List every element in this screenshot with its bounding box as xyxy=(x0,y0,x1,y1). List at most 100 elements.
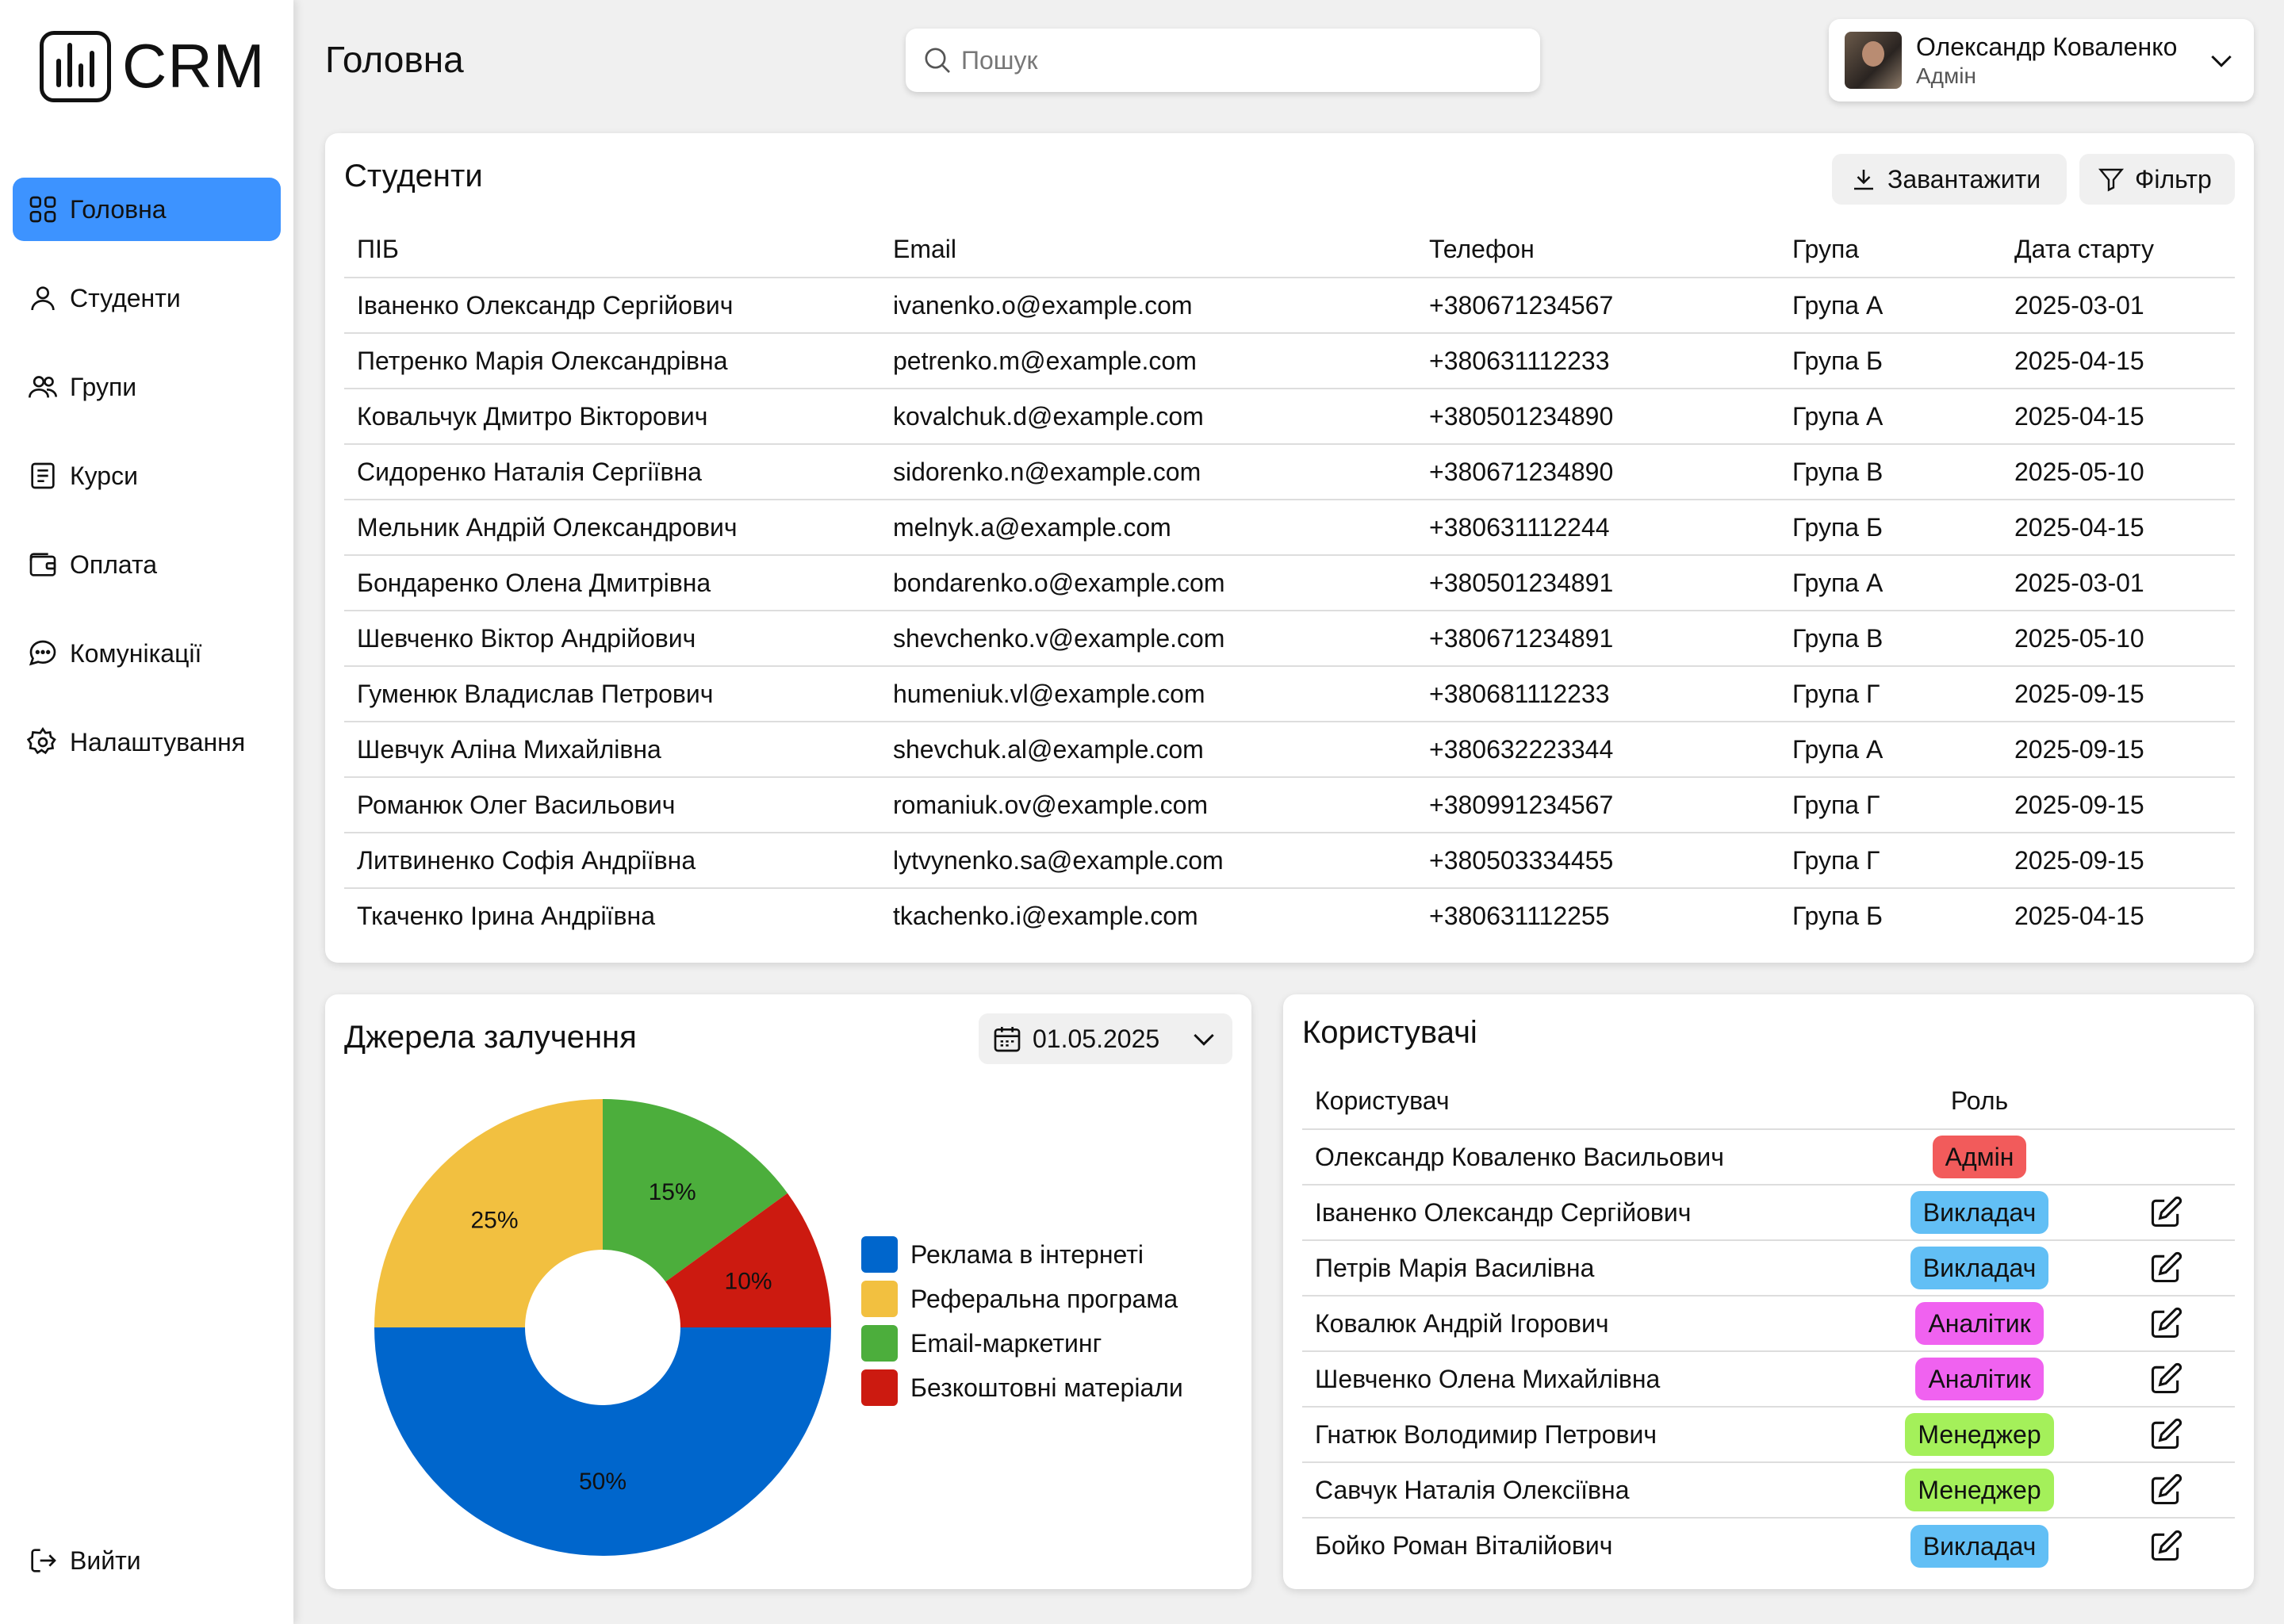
student-name: Бондаренко Олена Дмитрівна xyxy=(344,554,880,611)
user-actions-cell xyxy=(2097,1350,2235,1407)
table-row[interactable]: Мельник Андрій Олександрович melnyk.a@exa… xyxy=(344,499,2235,555)
table-row[interactable]: Петрів Марія Василівна Викладач xyxy=(1302,1239,2235,1296)
search-input[interactable] xyxy=(961,45,1516,75)
user-role-cell: Викладач xyxy=(1862,1517,2097,1573)
legend-label: Реклама в інтернеті xyxy=(910,1239,1144,1269)
column-header-user[interactable]: Користувач xyxy=(1315,1086,1450,1115)
student-phone: +380681112233 xyxy=(1416,665,1780,722)
column-header-actions xyxy=(2097,1074,2235,1129)
table-row[interactable]: Іваненко Олександр Сергійович ivanenko.o@… xyxy=(344,277,2235,333)
logout-button[interactable]: Вийти xyxy=(27,1545,141,1576)
sidebar: CRM Головна Студенти Групи Курси Оплата … xyxy=(0,0,293,1624)
download-icon xyxy=(1854,170,1873,190)
legend-swatch xyxy=(861,1281,898,1317)
legend-item: Email-маркетинг xyxy=(861,1321,1183,1365)
student-group: Група А xyxy=(1780,721,2002,777)
table-row[interactable]: Бондаренко Олена Дмитрівна bondarenko.o@e… xyxy=(344,554,2235,611)
edit-icon[interactable] xyxy=(2148,1306,2183,1341)
edit-icon[interactable] xyxy=(2148,1529,2183,1564)
sidebar-item-payment[interactable]: Оплата xyxy=(13,533,281,596)
user-name: Олександр Коваленко Васильович xyxy=(1302,1128,1862,1185)
sources-title: Джерела залучення xyxy=(344,1020,637,1055)
users-table: Користувач Роль Олександр Коваленко Васи… xyxy=(1302,1074,2235,1573)
user-actions-cell xyxy=(2097,1517,2235,1573)
student-name: Шевченко Віктор Андрійович xyxy=(344,610,880,666)
donut-hole xyxy=(525,1250,680,1405)
sidebar-item-courses[interactable]: Курси xyxy=(13,444,281,508)
student-email: tkachenko.i@example.com xyxy=(880,887,1416,944)
edit-icon[interactable] xyxy=(2148,1362,2183,1396)
table-row[interactable]: Ковальчук Дмитро Вікторович kovalchuk.d@e… xyxy=(344,388,2235,444)
student-name: Ковальчук Дмитро Вікторович xyxy=(344,388,880,444)
column-header-email[interactable]: Email xyxy=(893,235,957,263)
users-icon xyxy=(29,376,57,398)
table-row[interactable]: Шевчук Аліна Михайлівна shevchuk.al@examp… xyxy=(344,721,2235,777)
sidebar-item-students[interactable]: Студенти xyxy=(13,266,281,330)
edit-icon[interactable] xyxy=(2148,1417,2183,1452)
student-start-date: 2025-09-15 xyxy=(2002,832,2235,888)
column-header-group[interactable]: Група xyxy=(1792,235,1860,263)
table-row[interactable]: Гуменюк Владислав Петрович humeniuk.vl@ex… xyxy=(344,665,2235,722)
student-start-date: 2025-05-10 xyxy=(2002,610,2235,666)
table-row[interactable]: Петренко Марія Олександрівна petrenko.m@e… xyxy=(344,332,2235,389)
student-phone: +380503334455 xyxy=(1416,832,1780,888)
table-row[interactable]: Ковалюк Андрій Ігорович Аналітик xyxy=(1302,1295,2235,1351)
search-box[interactable] xyxy=(906,29,1540,92)
date-select[interactable]: 01.05.2025 xyxy=(979,1013,1232,1064)
student-email: ivanenko.o@example.com xyxy=(880,277,1416,333)
filter-icon xyxy=(2098,168,2125,192)
student-phone: +380671234890 xyxy=(1416,443,1780,500)
sidebar-item-home[interactable]: Головна xyxy=(13,178,281,241)
student-start-date: 2025-09-15 xyxy=(2002,776,2235,833)
table-row[interactable]: Литвиненко Софія Андріївна lytvynenko.sa@… xyxy=(344,832,2235,888)
edit-icon[interactable] xyxy=(2148,1251,2183,1285)
user-actions-cell xyxy=(2097,1239,2235,1296)
student-name: Литвиненко Софія Андріївна xyxy=(344,832,880,888)
sidebar-item-label: Комунікації xyxy=(70,638,202,668)
student-name: Сидоренко Наталія Сергіївна xyxy=(344,443,880,500)
legend-label: Безкоштовні матеріали xyxy=(910,1373,1183,1402)
edit-icon[interactable] xyxy=(2148,1473,2183,1507)
table-row[interactable]: Бойко Роман Віталійович Викладач xyxy=(1302,1517,2235,1573)
table-row[interactable]: Шевченко Олена Михайлівна Аналітик xyxy=(1302,1350,2235,1407)
chevron-down-icon xyxy=(1194,1033,1214,1046)
role-badge: Викладач xyxy=(1910,1524,2049,1568)
download-button[interactable]: Завантажити xyxy=(1832,154,2067,205)
user-name: Шевченко Олена Михайлівна xyxy=(1302,1350,1862,1407)
legend-item: Безкоштовні матеріали xyxy=(861,1365,1183,1410)
download-label: Завантажити xyxy=(1887,164,2041,193)
column-header-phone[interactable]: Телефон xyxy=(1429,235,1535,263)
table-row[interactable]: Гнатюк Володимир Петрович Менеджер xyxy=(1302,1406,2235,1462)
table-row[interactable]: Шевченко Віктор Андрійович shevchenko.v@e… xyxy=(344,610,2235,666)
student-name: Шевчук Аліна Михайлівна xyxy=(344,721,880,777)
sidebar-item-settings[interactable]: Налаштування xyxy=(13,710,281,774)
table-row[interactable]: Іваненко Олександр Сергійович Викладач xyxy=(1302,1184,2235,1240)
table-row[interactable]: Ткаченко Ірина Андріївна tkachenko.i@exam… xyxy=(344,887,2235,944)
user-icon xyxy=(31,286,55,311)
table-row[interactable]: Сидоренко Наталія Сергіївна sidorenko.n@e… xyxy=(344,443,2235,500)
student-start-date: 2025-04-15 xyxy=(2002,388,2235,444)
table-row[interactable]: Савчук Наталія Олексіївна Менеджер xyxy=(1302,1461,2235,1518)
table-row[interactable]: Олександр Коваленко Васильович Адмін xyxy=(1302,1128,2235,1185)
column-header-start-date[interactable]: Дата старту xyxy=(2014,235,2154,263)
sidebar-item-communications[interactable]: Комунікації xyxy=(13,622,281,685)
legend-item: Реферальна програма xyxy=(861,1277,1183,1321)
filter-button[interactable]: Фільтр xyxy=(2079,154,2235,205)
students-table: ПІБ Email Телефон Група Дата старту Іван… xyxy=(344,222,2235,944)
student-start-date: 2025-04-15 xyxy=(2002,499,2235,555)
student-start-date: 2025-05-10 xyxy=(2002,443,2235,500)
student-name: Петренко Марія Олександрівна xyxy=(344,332,880,389)
user-actions-cell xyxy=(2097,1184,2235,1240)
column-header-role[interactable]: Роль xyxy=(1950,1086,2009,1115)
student-phone: +380501234890 xyxy=(1416,388,1780,444)
app-logo[interactable]: CRM xyxy=(40,30,266,102)
student-name: Ткаченко Ірина Андріївна xyxy=(344,887,880,944)
user-actions-cell xyxy=(2097,1461,2235,1518)
user-profile-menu[interactable]: Олександр Коваленко Адмін xyxy=(1829,19,2254,102)
table-row[interactable]: Романюк Олег Васильович romaniuk.ov@examp… xyxy=(344,776,2235,833)
chart-legend: Реклама в інтернеті Реферальна програма Em… xyxy=(861,1232,1183,1410)
edit-icon[interactable] xyxy=(2148,1195,2183,1230)
column-header-name[interactable]: ПІБ xyxy=(357,235,399,263)
sidebar-item-label: Оплата xyxy=(70,550,158,579)
sidebar-item-groups[interactable]: Групи xyxy=(13,355,281,419)
